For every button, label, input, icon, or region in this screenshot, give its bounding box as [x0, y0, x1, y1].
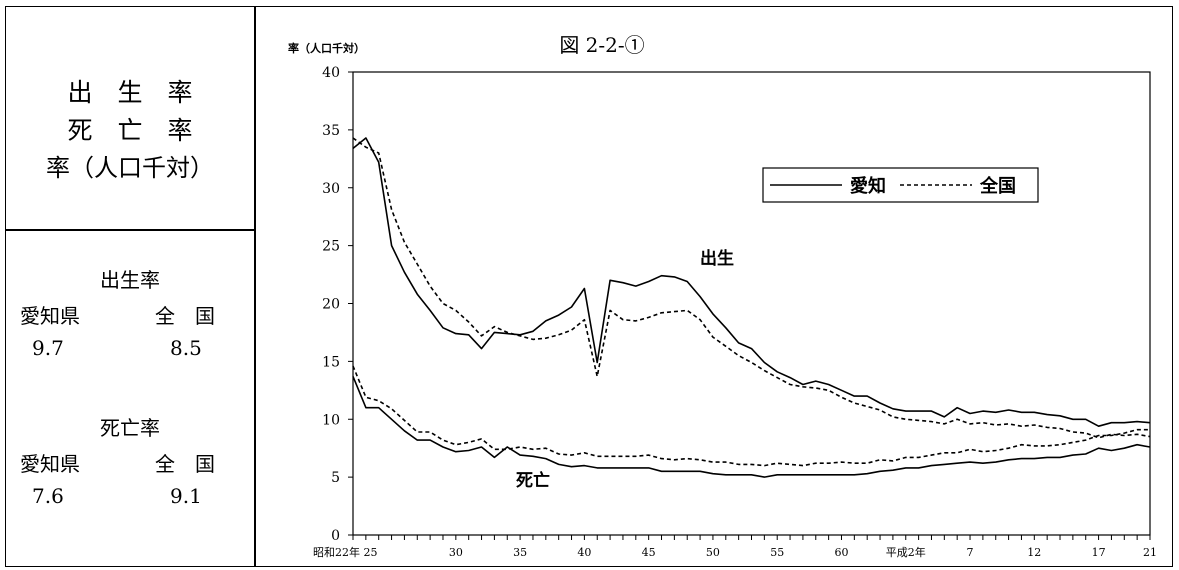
y-tick-label: 10 [322, 412, 340, 428]
annotation-death: 死亡 [516, 470, 550, 491]
plot-area-border [352, 71, 1151, 536]
sidebar-title-line-2: 死 亡 率 [67, 116, 193, 145]
x-tick-label: 60 [834, 546, 848, 559]
y-tick-label: 0 [331, 528, 340, 544]
chart-title: 図 2-2-① [559, 33, 644, 57]
y-axis-label: 率（人口千対） [288, 41, 365, 55]
y-tick-label: 20 [322, 297, 340, 313]
sidebar-title-line-3: 率（人口千対） [46, 154, 214, 182]
x-tick-label: 55 [770, 546, 784, 559]
outer-frame [5, 6, 1173, 567]
birth-national-value: 8.5 [170, 336, 202, 360]
birth-national-label: 全 国 [155, 304, 215, 328]
death-national-label: 全 国 [155, 452, 215, 476]
series-line-aichi-birth [352, 137, 1151, 428]
y-tick-label: 25 [322, 239, 340, 255]
birth-rate-heading: 出生率 [100, 268, 160, 292]
death-rate-heading: 死亡率 [100, 416, 160, 440]
death-national-value: 9.1 [170, 484, 202, 508]
x-tick-label: 7 [967, 546, 974, 559]
death-aichi-value: 7.6 [32, 484, 64, 508]
annotation-birth: 出生 [700, 248, 734, 269]
legend-label-national: 全国 [979, 175, 1016, 197]
x-tick-label: 35 [513, 546, 527, 559]
y-tick-label: 35 [322, 123, 340, 139]
x-tick-label: 12 [1027, 546, 1041, 559]
x-tick-label: 昭和22年 25 [313, 545, 378, 559]
x-tick-label: 40 [577, 546, 591, 559]
legend-label-aichi: 愛知 [850, 175, 886, 197]
series-line-aichi-death [352, 376, 1151, 478]
y-tick-label: 40 [322, 65, 340, 81]
death-aichi-label: 愛知県 [20, 452, 80, 476]
birth-aichi-value: 9.7 [32, 336, 64, 360]
x-tick-label: 50 [706, 546, 720, 559]
x-tick-label: 45 [642, 546, 656, 559]
y-tick-label: 30 [322, 181, 340, 197]
x-tick-label: 21 [1143, 546, 1157, 559]
y-tick-label: 15 [322, 354, 340, 370]
series-line-national-death [352, 365, 1150, 467]
sidebar-title-line-1: 出 生 率 [67, 78, 193, 107]
sidebar-divider [254, 6, 256, 567]
x-tick-label: 平成2年 [886, 545, 926, 559]
sidebar-section-divider [5, 229, 255, 231]
x-tick-label: 30 [449, 546, 463, 559]
y-tick-label: 5 [331, 470, 340, 486]
birth-aichi-label: 愛知県 [20, 304, 80, 328]
x-tick-label: 17 [1092, 546, 1106, 559]
